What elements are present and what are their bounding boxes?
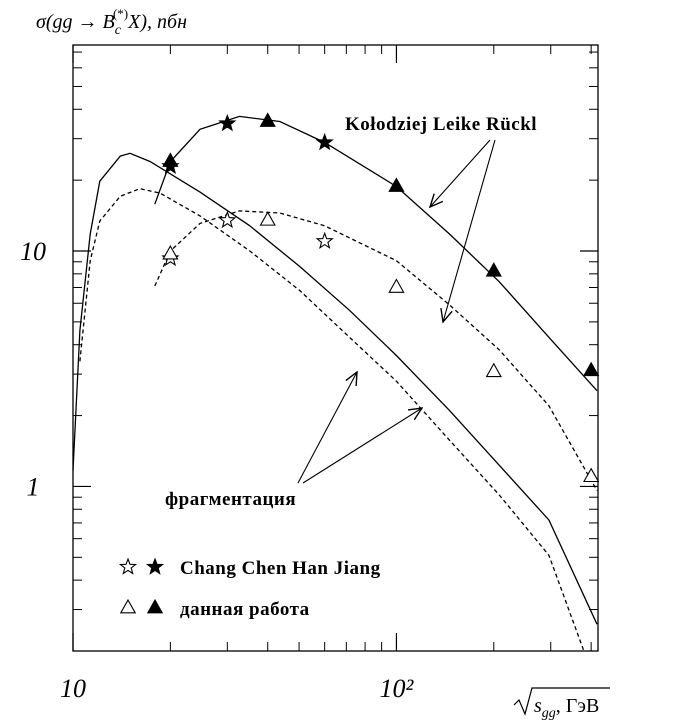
marker-filled	[218, 113, 237, 132]
annotation: Kołodziej Leike Rückl	[345, 114, 537, 135]
arrows	[297, 139, 496, 484]
curve	[72, 152, 598, 625]
marker-open	[485, 362, 502, 378]
legend-symbol	[146, 598, 164, 614]
legend-symbol	[119, 598, 137, 614]
curve	[154, 210, 598, 491]
y-axis-label: σ(gg → Bc(*)X), пбн	[36, 6, 187, 38]
marker-open	[388, 278, 405, 293]
legend-symbol	[118, 557, 138, 575]
x-axis-label: sgg, ГэВ	[534, 695, 599, 721]
x-tick-label: 10²	[380, 674, 415, 703]
curve	[79, 188, 585, 652]
annotation: фрагментация	[165, 489, 296, 510]
marker-filled	[315, 132, 334, 151]
marker-filled	[162, 152, 179, 167]
marker-open	[218, 210, 237, 229]
curve	[154, 115, 598, 392]
marker-filled	[583, 361, 600, 377]
marker-open	[259, 211, 276, 226]
legend-symbol	[145, 557, 165, 575]
marker-open	[315, 231, 334, 249]
legend-label: данная работа	[180, 599, 310, 620]
sqrt-sign	[513, 687, 610, 716]
marker-filled	[388, 177, 405, 192]
plot-frame	[72, 44, 599, 652]
marker-filled	[259, 112, 276, 127]
marker-open	[583, 467, 600, 483]
marker-filled	[485, 262, 502, 277]
y-tick-label: 10	[20, 237, 46, 266]
marker-open	[162, 245, 179, 260]
y-tick-label: 1	[27, 472, 40, 501]
legend-label: Chang Chen Han Jiang	[180, 558, 381, 579]
x-tick-label: 10	[60, 674, 86, 703]
